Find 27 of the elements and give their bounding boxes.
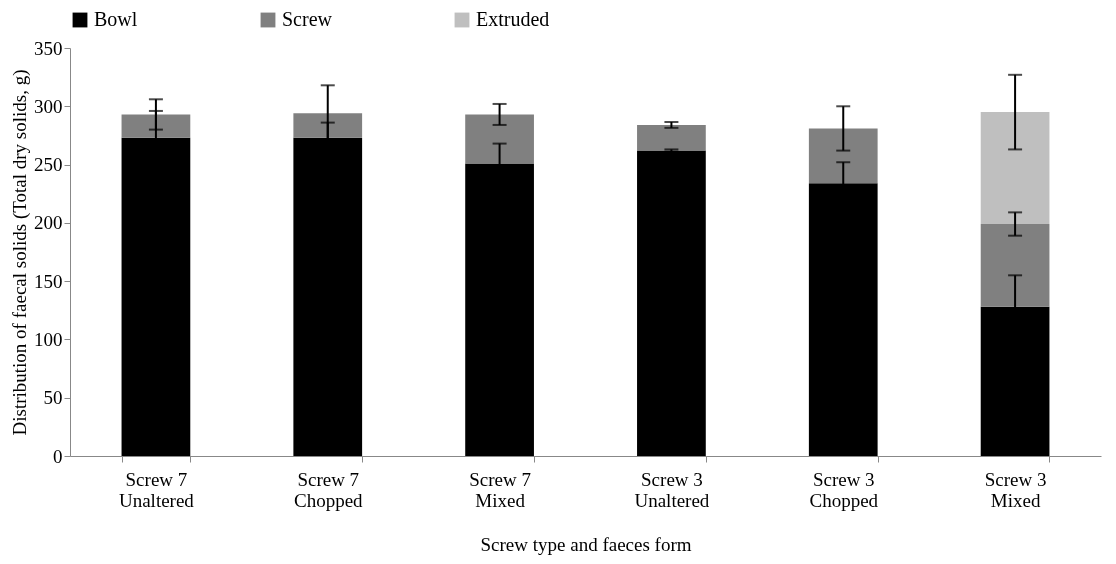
x-tick-label: Screw 7 Mixed [469,468,531,511]
y-axis-title: Distribution of faecal solids (Total dry solids, g) [9,69,31,436]
bar [637,150,706,456]
bar [293,113,363,138]
legend-label: Bowl [94,8,138,30]
y-tick-label: 350 [34,37,63,59]
x-tick-label: Screw 3 Unaltered [634,468,710,511]
y-tick-label: 0 [53,445,63,467]
bar [465,114,534,164]
bar [980,112,1050,225]
x-tick-label: Screw 7 Unaltered [118,468,195,511]
y-tick-label: 250 [34,154,63,176]
bar [808,128,878,184]
y-tick-label: 300 [34,95,63,117]
bar [121,114,191,138]
y-tick-label: 50 [43,387,63,409]
x-axis-title: Screw type and faeces form [480,533,692,555]
y-tick-label: 200 [34,212,63,234]
bar [980,224,1050,307]
legend-label: Screw [282,8,333,30]
x-tick-label: Screw 3 Chopped [809,468,879,511]
x-tick-label: Screw 3 Mixed [984,468,1047,511]
y-tick-label: 100 [34,328,63,350]
bar [637,124,706,151]
legend-label: Extruded [476,8,550,30]
y-tick-label: 150 [34,270,63,292]
x-tick-label: Screw 7 Chopped [293,468,364,511]
